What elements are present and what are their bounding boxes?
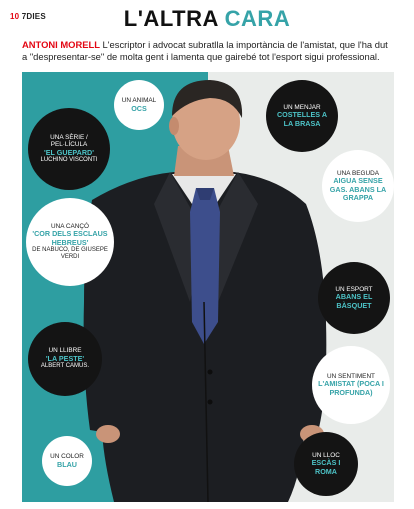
bubble-animal-value: OCS xyxy=(131,103,147,113)
title-word-1: L'ALTRA xyxy=(123,6,219,31)
bubble-sentiment-value: L'AMISTAT (POCA I PROFUNDA) xyxy=(318,379,384,397)
bubble-esport: UN ESPORT ABANS EL BÀSQUET xyxy=(318,262,390,334)
bubble-llibre: UN LLIBRE 'LA PESTE' ALBERT CAMUS. xyxy=(28,322,102,396)
bubble-llibre-value: 'LA PESTE' xyxy=(45,353,85,363)
bubble-canco-sub: DE NABUCO, DE GIUSEPE VERDI xyxy=(32,247,108,261)
intro-paragraph: ANTONI MORELL L'escriptor i advocat subr… xyxy=(22,39,394,64)
bubble-color-label: UN COLOR xyxy=(50,453,84,460)
intro-text: L'escriptor i advocat subratlla la impor… xyxy=(22,39,388,63)
page-number: 10 7DIES xyxy=(10,12,46,21)
bubble-animal-label: UN ANIMAL xyxy=(121,97,157,104)
section-name: 7DIES xyxy=(21,12,46,21)
page-title: L'ALTRA CARA xyxy=(0,6,414,32)
bubble-beguda-label: UNA BEGUDA xyxy=(337,169,379,177)
bubble-llibre-label: UN LLIBRE xyxy=(48,347,82,355)
bubble-canco: UNA CANÇÓ 'COR DELS ESCLAUS HEBREUS' DE … xyxy=(26,198,114,286)
bubble-color: UN COLOR BLAU xyxy=(42,436,92,486)
page-number-value: 10 xyxy=(10,12,20,21)
bubble-lloc-label: UN LLOC xyxy=(312,451,340,459)
bubble-menjar-label: UN MENJAR xyxy=(283,103,321,111)
intro-name: ANTONI MORELL xyxy=(22,39,100,50)
bubble-llibre-sub: ALBERT CAMUS. xyxy=(40,363,90,370)
bubble-menjar-value: COSTELLES A LA BRASA xyxy=(276,110,328,128)
bubble-serie-label: UNA SÈRIE / PEL·LÍCULA xyxy=(50,133,88,149)
bubble-serie: UNA SÈRIE / PEL·LÍCULA 'EL GUEPARD' LUCH… xyxy=(28,108,110,190)
bubble-canco-label: UNA CANÇÓ xyxy=(51,222,89,230)
bubble-sentiment: UN SENTIMENT L'AMISTAT (POCA I PROFUNDA) xyxy=(312,346,390,424)
bubble-sentiment-label: UN SENTIMENT xyxy=(327,372,375,380)
bubble-canco-value: 'COR DELS ESCLAUS HEBREUS' xyxy=(32,229,108,247)
bubble-esport-label: UN ESPORT xyxy=(335,285,373,293)
bubble-beguda-value: AIGUA SENSE GAS. ABANS LA GRAPPA xyxy=(329,176,387,202)
bubble-lloc-value: ESCÀS I ROMA xyxy=(311,458,341,476)
bubble-esport-value: ABANS EL BÀSQUET xyxy=(335,292,373,310)
bubble-color-value: BLAU xyxy=(57,459,77,469)
photo-panel: UN ANIMAL OCS UNA SÈRIE / PEL·LÍCULA 'EL… xyxy=(22,72,394,502)
title-word-2: CARA xyxy=(224,6,291,31)
portrait-figure xyxy=(83,80,327,502)
bubble-lloc: UN LLOC ESCÀS I ROMA xyxy=(294,432,358,496)
bubble-beguda: UNA BEGUDA AIGUA SENSE GAS. ABANS LA GRA… xyxy=(322,150,394,222)
bubble-menjar: UN MENJAR COSTELLES A LA BRASA xyxy=(266,80,338,152)
bubble-serie-value: 'EL GUEPARD' xyxy=(44,147,94,157)
bubble-serie-sub: LUCHINO VISCONTI xyxy=(40,157,98,164)
bubble-animal: UN ANIMAL OCS xyxy=(114,80,164,130)
